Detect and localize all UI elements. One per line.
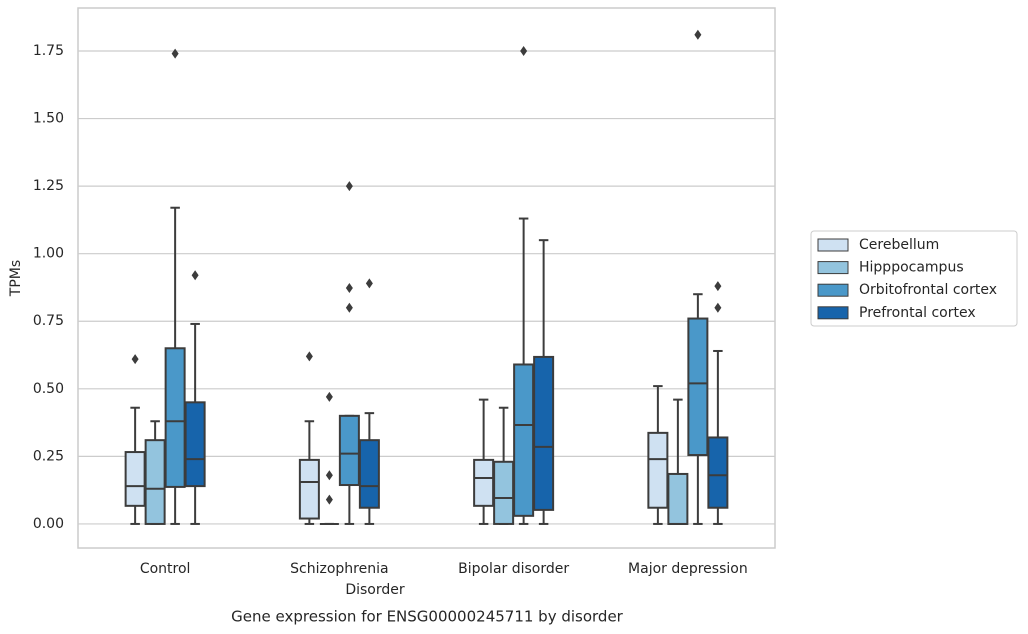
box (473, 458, 495, 507)
flier (365, 278, 373, 289)
flier (520, 45, 528, 56)
y-tick-label: 1.00 (33, 246, 64, 262)
box (358, 439, 380, 509)
box (184, 401, 206, 488)
box (493, 460, 515, 525)
flier (325, 470, 333, 481)
flier (714, 302, 722, 313)
flier (345, 181, 353, 192)
flier (694, 29, 702, 40)
legend-swatch (817, 261, 849, 275)
flier (345, 283, 353, 293)
flier (325, 494, 333, 505)
y-axis-label: TPMs (8, 260, 24, 297)
plot-frame (77, 7, 776, 549)
chart-title: Gene expression for ENSG00000245711 by d… (231, 608, 624, 626)
flier (191, 270, 199, 281)
box (667, 472, 689, 525)
legend-label: Cerebellum (859, 237, 939, 253)
y-tick-label: 1.75 (33, 43, 64, 59)
flier (305, 351, 313, 362)
box (164, 347, 186, 488)
legend-swatch (817, 238, 849, 252)
y-tick-label: 0.50 (33, 381, 64, 397)
box (707, 436, 729, 509)
flier (714, 281, 722, 292)
legend-label: Prefrontal cortex (859, 305, 976, 321)
box (124, 451, 146, 507)
flier (325, 391, 333, 402)
y-tick-label: 1.25 (33, 178, 64, 194)
legend-label: Orbitofrontal cortex (859, 282, 997, 298)
flier (131, 354, 139, 365)
flier (345, 302, 353, 313)
flier (171, 48, 179, 59)
legend-label: Hipppocampus (859, 260, 964, 276)
y-tick-label: 0.75 (33, 313, 64, 329)
box (687, 317, 709, 457)
box (647, 431, 669, 509)
y-tick-label: 0.00 (33, 516, 64, 532)
legend-swatch (817, 283, 849, 297)
x-tick-label: Major depression (628, 561, 748, 577)
y-tick-label: 1.50 (33, 111, 64, 127)
x-tick-label: Bipolar disorder (458, 561, 569, 577)
box (533, 355, 555, 511)
x-tick-label: Control (140, 561, 191, 577)
legend-frame (810, 230, 1018, 327)
box (298, 458, 320, 520)
box (513, 363, 535, 517)
x-axis-label: Disorder (345, 582, 405, 598)
y-tick-label: 0.25 (33, 448, 64, 464)
legend-swatch (817, 306, 849, 320)
x-tick-label: Schizophrenia (290, 561, 388, 577)
box (144, 439, 166, 525)
box (338, 414, 360, 487)
